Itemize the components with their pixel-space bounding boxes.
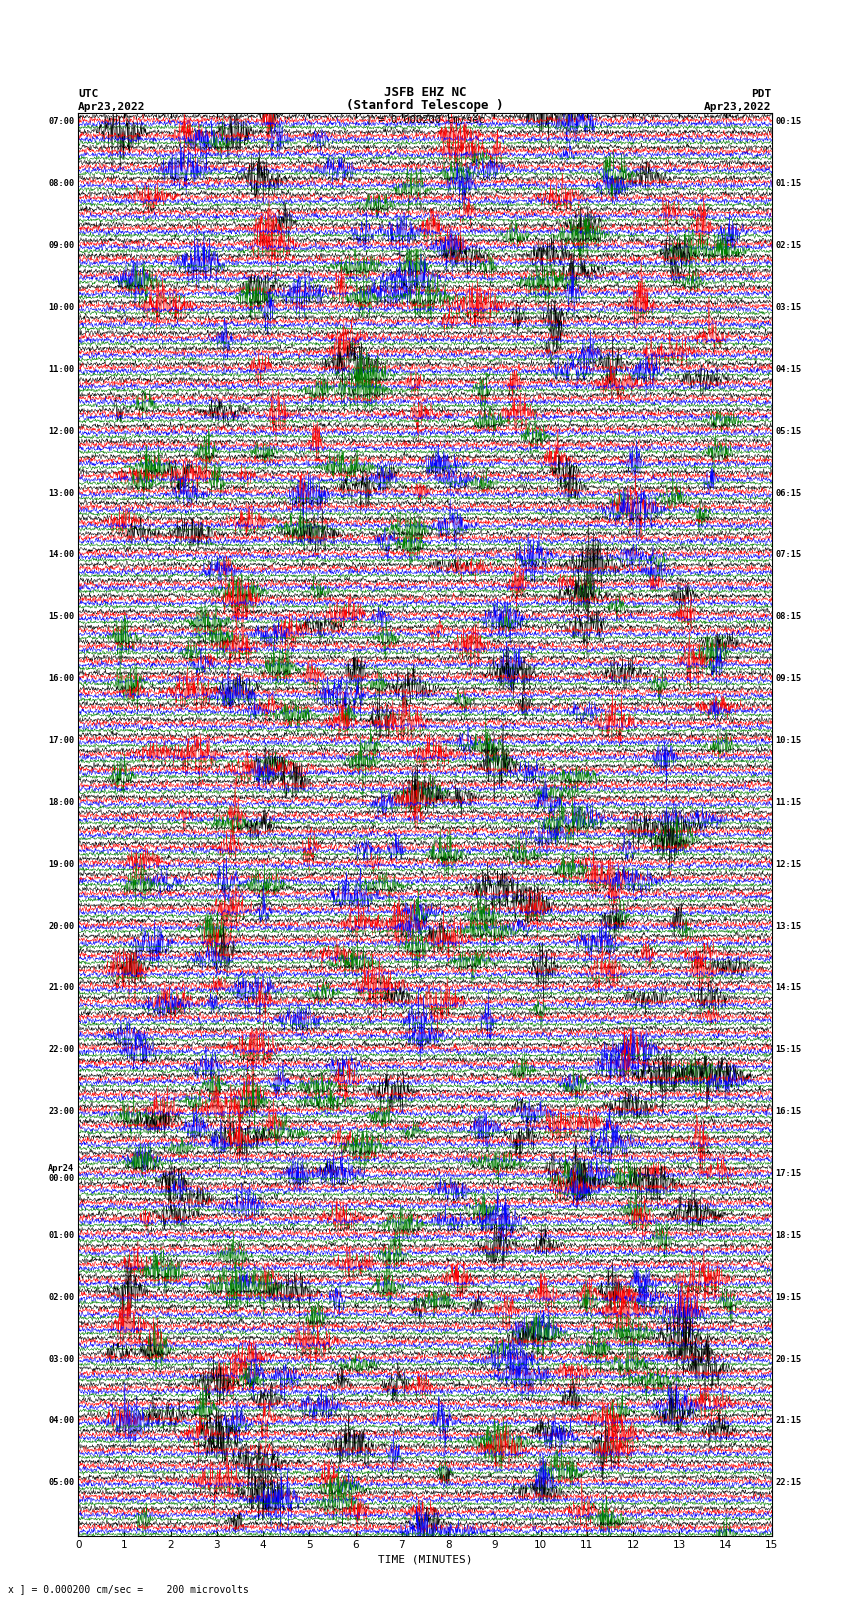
Text: 04:00: 04:00 [48,1416,75,1426]
Text: 15:15: 15:15 [775,1045,802,1055]
Text: 11:15: 11:15 [775,798,802,806]
Text: 10:00: 10:00 [48,303,75,311]
Text: Apr23,2022: Apr23,2022 [705,102,772,113]
Text: UTC: UTC [78,89,99,100]
Text: 19:00: 19:00 [48,860,75,869]
Text: 11:00: 11:00 [48,365,75,374]
Text: 21:15: 21:15 [775,1416,802,1426]
Text: 17:00: 17:00 [48,736,75,745]
Text: PDT: PDT [751,89,772,100]
Text: 14:15: 14:15 [775,984,802,992]
Text: 08:15: 08:15 [775,613,802,621]
Text: 23:00: 23:00 [48,1107,75,1116]
Text: 03:00: 03:00 [48,1355,75,1363]
Text: 20:00: 20:00 [48,921,75,931]
Text: (Stanford Telescope ): (Stanford Telescope ) [346,98,504,113]
Text: 08:00: 08:00 [48,179,75,189]
Text: JSFB EHZ NC: JSFB EHZ NC [383,85,467,100]
Text: 10:15: 10:15 [775,736,802,745]
Text: 01:15: 01:15 [775,179,802,189]
Text: 07:00: 07:00 [48,118,75,126]
Text: 13:00: 13:00 [48,489,75,497]
Text: 19:15: 19:15 [775,1292,802,1302]
Text: 05:15: 05:15 [775,427,802,436]
X-axis label: TIME (MINUTES): TIME (MINUTES) [377,1555,473,1565]
Text: 00:15: 00:15 [775,118,802,126]
Text: 22:00: 22:00 [48,1045,75,1055]
Text: 07:15: 07:15 [775,550,802,560]
Text: 16:00: 16:00 [48,674,75,682]
Text: 18:15: 18:15 [775,1231,802,1240]
Text: 20:15: 20:15 [775,1355,802,1363]
Text: 15:00: 15:00 [48,613,75,621]
Text: Apr24
00:00: Apr24 00:00 [48,1163,75,1184]
Text: | = 0.000200 cm/sec: | = 0.000200 cm/sec [366,115,484,126]
Text: 02:15: 02:15 [775,240,802,250]
Text: 16:15: 16:15 [775,1107,802,1116]
Text: 04:15: 04:15 [775,365,802,374]
Text: x ] = 0.000200 cm/sec =    200 microvolts: x ] = 0.000200 cm/sec = 200 microvolts [8,1584,249,1594]
Text: 09:00: 09:00 [48,240,75,250]
Text: Apr23,2022: Apr23,2022 [78,102,145,113]
Text: 01:00: 01:00 [48,1231,75,1240]
Text: 14:00: 14:00 [48,550,75,560]
Text: 12:15: 12:15 [775,860,802,869]
Text: 03:15: 03:15 [775,303,802,311]
Text: 09:15: 09:15 [775,674,802,682]
Text: 13:15: 13:15 [775,921,802,931]
Text: 06:15: 06:15 [775,489,802,497]
Text: 18:00: 18:00 [48,798,75,806]
Text: 05:00: 05:00 [48,1478,75,1487]
Text: 22:15: 22:15 [775,1478,802,1487]
Text: 12:00: 12:00 [48,427,75,436]
Text: 17:15: 17:15 [775,1169,802,1177]
Text: 02:00: 02:00 [48,1292,75,1302]
Text: 21:00: 21:00 [48,984,75,992]
